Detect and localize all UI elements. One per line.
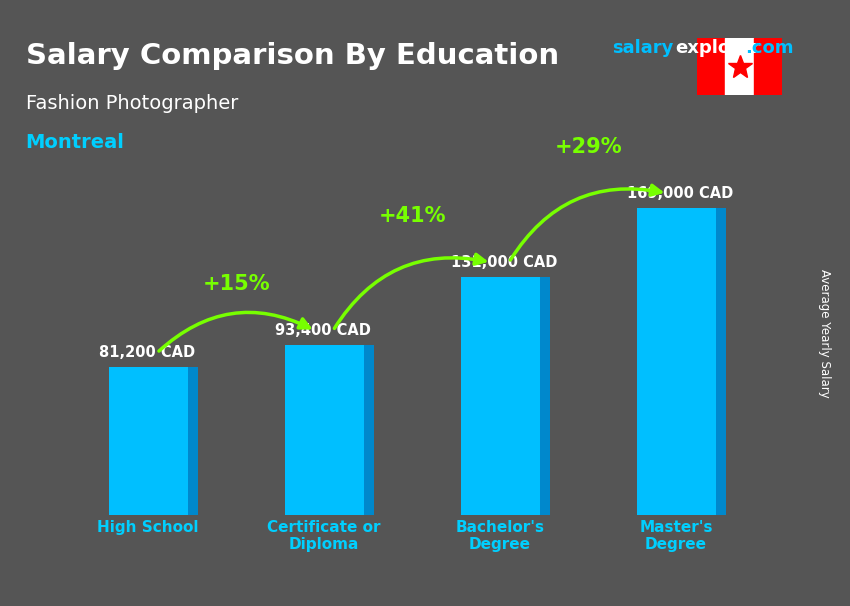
Bar bbox=[461, 277, 540, 515]
Text: 81,200 CAD: 81,200 CAD bbox=[99, 345, 195, 360]
Text: +29%: +29% bbox=[554, 137, 622, 157]
Bar bbox=[285, 345, 364, 515]
Polygon shape bbox=[716, 208, 726, 515]
Text: Fashion Photographer: Fashion Photographer bbox=[26, 94, 238, 113]
Text: Salary Comparison By Education: Salary Comparison By Education bbox=[26, 42, 558, 70]
Text: .com: .com bbox=[745, 39, 794, 58]
Bar bbox=[697, 38, 725, 95]
Bar bbox=[637, 208, 716, 515]
Polygon shape bbox=[364, 345, 374, 515]
FancyArrowPatch shape bbox=[334, 255, 484, 328]
Text: salary: salary bbox=[612, 39, 673, 58]
Text: explorer: explorer bbox=[676, 39, 761, 58]
Bar bbox=[754, 38, 782, 95]
Text: Montreal: Montreal bbox=[26, 133, 124, 152]
FancyArrowPatch shape bbox=[159, 312, 309, 351]
Polygon shape bbox=[540, 277, 550, 515]
Text: +41%: +41% bbox=[378, 206, 446, 226]
Text: 169,000 CAD: 169,000 CAD bbox=[626, 185, 733, 201]
Text: +15%: +15% bbox=[202, 275, 270, 295]
Text: 93,400 CAD: 93,400 CAD bbox=[275, 323, 371, 338]
Text: 131,000 CAD: 131,000 CAD bbox=[450, 255, 558, 270]
Polygon shape bbox=[188, 367, 198, 515]
Text: Average Yearly Salary: Average Yearly Salary bbox=[818, 269, 831, 398]
Bar bbox=[725, 38, 754, 95]
Bar bbox=[109, 367, 188, 515]
FancyArrowPatch shape bbox=[510, 185, 660, 260]
